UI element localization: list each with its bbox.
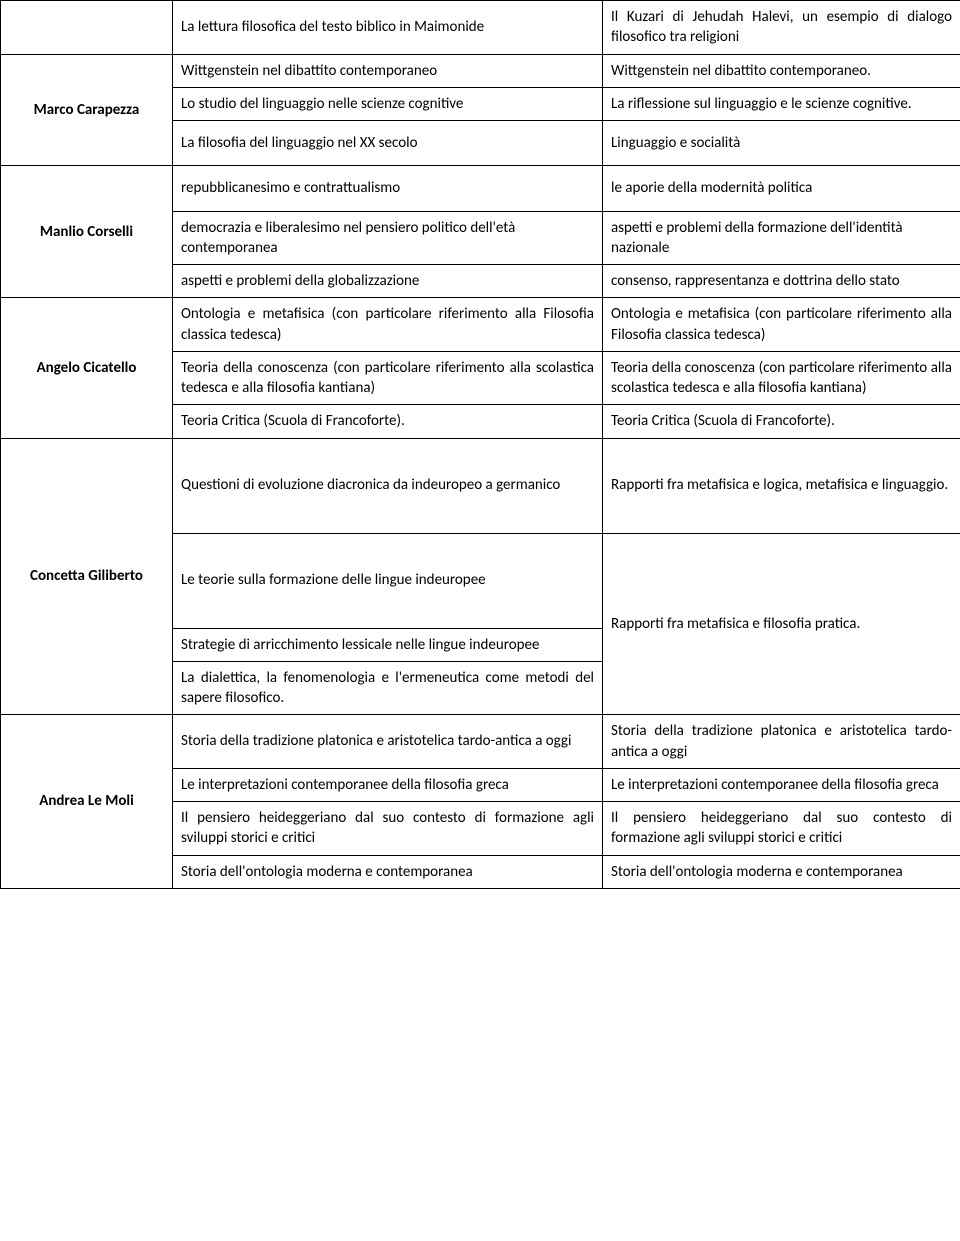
research-detail: Teoria della conoscenza (con particolare… [603,351,960,405]
research-topic: Storia della tradizione platonica e aris… [173,715,603,769]
research-topic: repubblicanesimo e contrattualismo [173,166,603,211]
research-detail: Teoria Critica (Scuola di Francoforte). [603,405,960,438]
research-topic: Strategie di arricchimento lessicale nel… [173,628,603,661]
research-topic: La dialettica, la fenomenologia e l'erme… [173,661,603,715]
research-detail: le aporie della modernità politica [603,166,960,211]
research-topic: Teoria della conoscenza (con particolare… [173,351,603,405]
research-topic: aspetti e problemi della globalizzazione [173,265,603,298]
research-topic: La filosofia del linguaggio nel XX secol… [173,121,603,166]
faculty-name: Angelo Cicatello [1,298,173,438]
research-topic: Ontologia e metafisica (con particolare … [173,298,603,352]
research-topic: Wittgenstein nel dibattito contemporaneo [173,54,603,87]
faculty-name: Andrea Le Moli [1,715,173,889]
research-topic: Le teorie sulla formazione delle lingue … [173,533,603,628]
faculty-name: Concetta Giliberto [1,438,173,715]
table-row: La lettura filosofica del testo biblico … [1,1,960,55]
research-detail: La riflessione sul linguaggio e le scien… [603,87,960,120]
research-detail: Le interpretazioni contemporanee della f… [603,768,960,801]
research-topic: Il pensiero heideggeriano dal suo contes… [173,802,603,856]
faculty-name: Manlio Corselli [1,166,173,298]
research-topic: democrazia e liberalesimo nel pensiero p… [173,211,603,265]
research-detail: Il Kuzari di Jehudah Halevi, un esempio … [603,1,960,55]
research-detail: Ontologia e metafisica (con particolare … [603,298,960,352]
research-topic: Storia dell'ontologia moderna e contempo… [173,855,603,888]
faculty-research-table: La lettura filosofica del testo biblico … [0,0,960,889]
research-topic: La lettura filosofica del testo biblico … [173,1,603,55]
research-detail: Linguaggio e socialità [603,121,960,166]
research-detail: aspetti e problemi della formazione dell… [603,211,960,265]
faculty-name [1,1,173,55]
research-detail: Rapporti fra metafisica e filosofia prat… [603,533,960,715]
table-row: Manlio Corsellirepubblicanesimo e contra… [1,166,960,211]
research-topic: Lo studio del linguaggio nelle scienze c… [173,87,603,120]
research-detail: Storia dell'ontologia moderna e contempo… [603,855,960,888]
research-detail: Rapporti fra metafisica e logica, metafi… [603,438,960,533]
research-detail: consenso, rappresentanza e dottrina dell… [603,265,960,298]
research-topic: Teoria Critica (Scuola di Francoforte). [173,405,603,438]
table-row: Andrea Le MoliStoria della tradizione pl… [1,715,960,769]
table-row: Marco CarapezzaWittgenstein nel dibattit… [1,54,960,87]
research-topic: Le interpretazioni contemporanee della f… [173,768,603,801]
research-detail: Il pensiero heideggeriano dal suo contes… [603,802,960,856]
research-detail: Storia della tradizione platonica e aris… [603,715,960,769]
table-row: Concetta GilibertoQuestioni di evoluzion… [1,438,960,533]
table-row: Angelo CicatelloOntologia e metafisica (… [1,298,960,352]
research-detail: Wittgenstein nel dibattito contemporaneo… [603,54,960,87]
research-topic: Questioni di evoluzione diacronica da in… [173,438,603,533]
faculty-name: Marco Carapezza [1,54,173,166]
